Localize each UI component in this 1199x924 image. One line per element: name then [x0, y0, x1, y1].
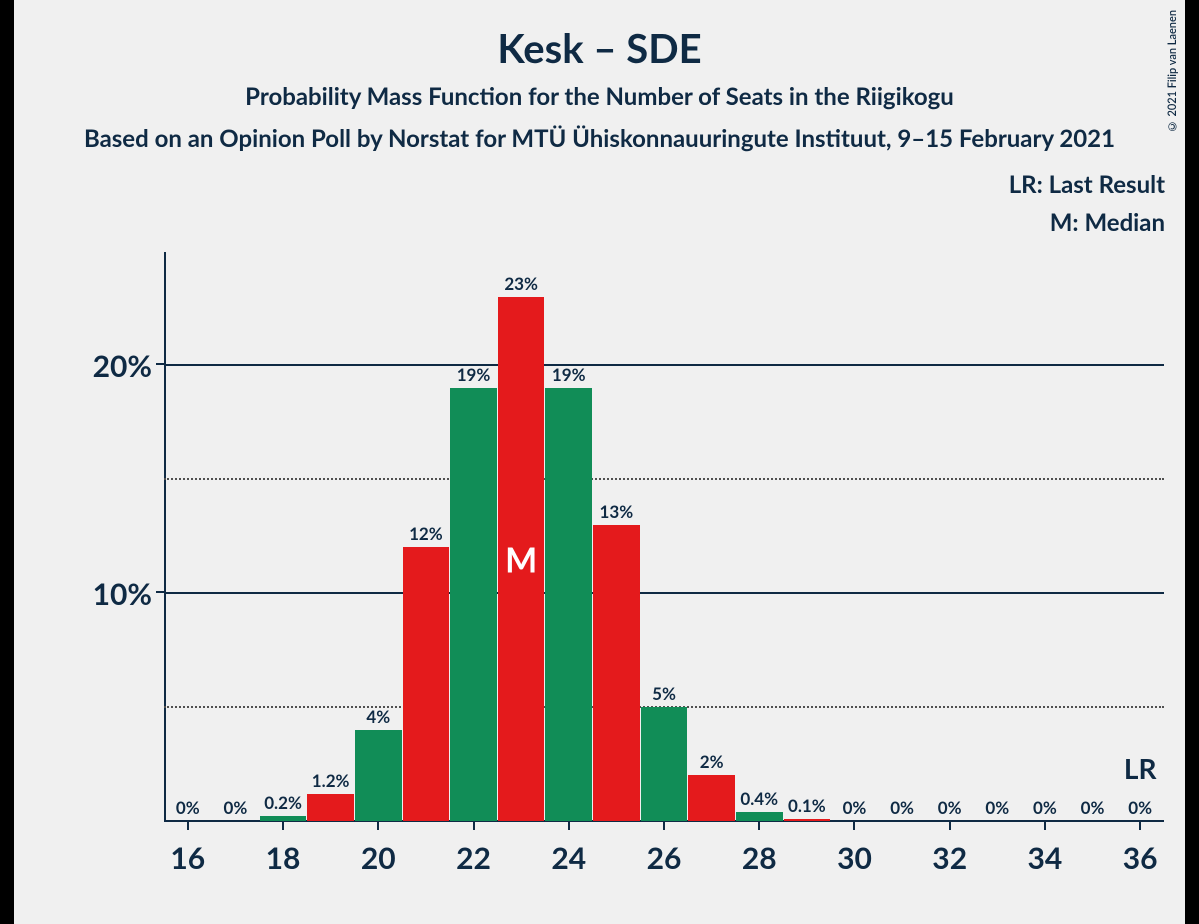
x-tick: [949, 822, 951, 830]
y-tick: [156, 591, 164, 593]
x-axis-label: 18: [266, 840, 301, 876]
x-tick: [187, 822, 189, 830]
bar-value-label: 12%: [409, 523, 443, 548]
bar-value-label: 5%: [652, 683, 676, 708]
bar-value-label: 0%: [1081, 797, 1105, 822]
gridline-minor: [164, 478, 1164, 480]
bar-value-label: 4%: [366, 706, 390, 731]
chart-title: Kesk – SDE: [14, 24, 1185, 72]
bar: [355, 730, 402, 821]
x-tick: [663, 822, 665, 830]
bar-value-label: 0.2%: [264, 792, 302, 817]
x-axis-label: 32: [932, 840, 967, 876]
bar: [688, 775, 735, 821]
x-tick: [758, 822, 760, 830]
bar: [307, 794, 354, 821]
gridline-major: [164, 592, 1164, 594]
bar: [593, 525, 640, 821]
bar-value-label: 0%: [1033, 797, 1057, 822]
bar-value-label: 1.2%: [312, 770, 350, 795]
bar-value-label: 0%: [938, 797, 962, 822]
x-axis-label: 26: [647, 840, 682, 876]
legend-median: M: Median: [1050, 208, 1165, 237]
x-axis-label: 24: [551, 840, 586, 876]
median-marker: M: [505, 539, 537, 580]
bar-value-label: 0.1%: [788, 795, 826, 820]
bar-value-label: 0%: [985, 797, 1009, 822]
bar: [403, 547, 450, 821]
plot-area: 10%20%16182022242628303234360%0%0.2%1.2%…: [164, 252, 1164, 822]
x-axis-label: 22: [456, 840, 491, 876]
outer-frame: Kesk – SDE Probability Mass Function for…: [0, 0, 1199, 924]
bar-value-label: 2%: [700, 751, 724, 776]
x-axis-label: 36: [1123, 840, 1158, 876]
bar-value-label: 0%: [176, 797, 200, 822]
x-tick: [377, 822, 379, 830]
bar-value-label: 19%: [552, 364, 586, 389]
bar-value-label: 0%: [224, 797, 248, 822]
x-tick: [282, 822, 284, 830]
x-tick: [1139, 822, 1141, 830]
bar: [545, 388, 592, 821]
x-axis-label: 28: [742, 840, 777, 876]
y-axis: [164, 252, 166, 822]
legend-last-result: LR: Last Result: [1009, 170, 1165, 199]
last-result-marker: LR: [1124, 751, 1157, 785]
chart-panel: Kesk – SDE Probability Mass Function for…: [14, 0, 1185, 924]
x-axis-label: 20: [361, 840, 396, 876]
bar-value-label: 0%: [1128, 797, 1152, 822]
bar-value-label: 0.4%: [740, 788, 778, 813]
bar-value-label: 13%: [600, 501, 634, 526]
bar: [641, 707, 688, 821]
y-tick: [156, 363, 164, 365]
bar-value-label: 0%: [890, 797, 914, 822]
x-tick: [1044, 822, 1046, 830]
x-tick: [568, 822, 570, 830]
copyright-text: © 2021 Filip van Laenen: [1166, 10, 1179, 132]
x-axis-label: 16: [170, 840, 205, 876]
y-axis-label: 20%: [93, 348, 152, 384]
x-axis-label: 34: [1028, 840, 1063, 876]
bar: [736, 812, 783, 821]
chart-subtitle: Probability Mass Function for the Number…: [14, 82, 1185, 111]
bar: [450, 388, 497, 821]
chart-footer: Based on an Opinion Poll by Norstat for …: [0, 124, 1199, 153]
bar-value-label: 0%: [843, 797, 867, 822]
x-axis-label: 30: [837, 840, 872, 876]
x-tick: [473, 822, 475, 830]
y-axis-label: 10%: [93, 576, 152, 612]
gridline-major: [164, 364, 1164, 366]
bar-value-label: 23%: [504, 273, 538, 298]
x-tick: [853, 822, 855, 830]
bar-value-label: 19%: [457, 364, 491, 389]
